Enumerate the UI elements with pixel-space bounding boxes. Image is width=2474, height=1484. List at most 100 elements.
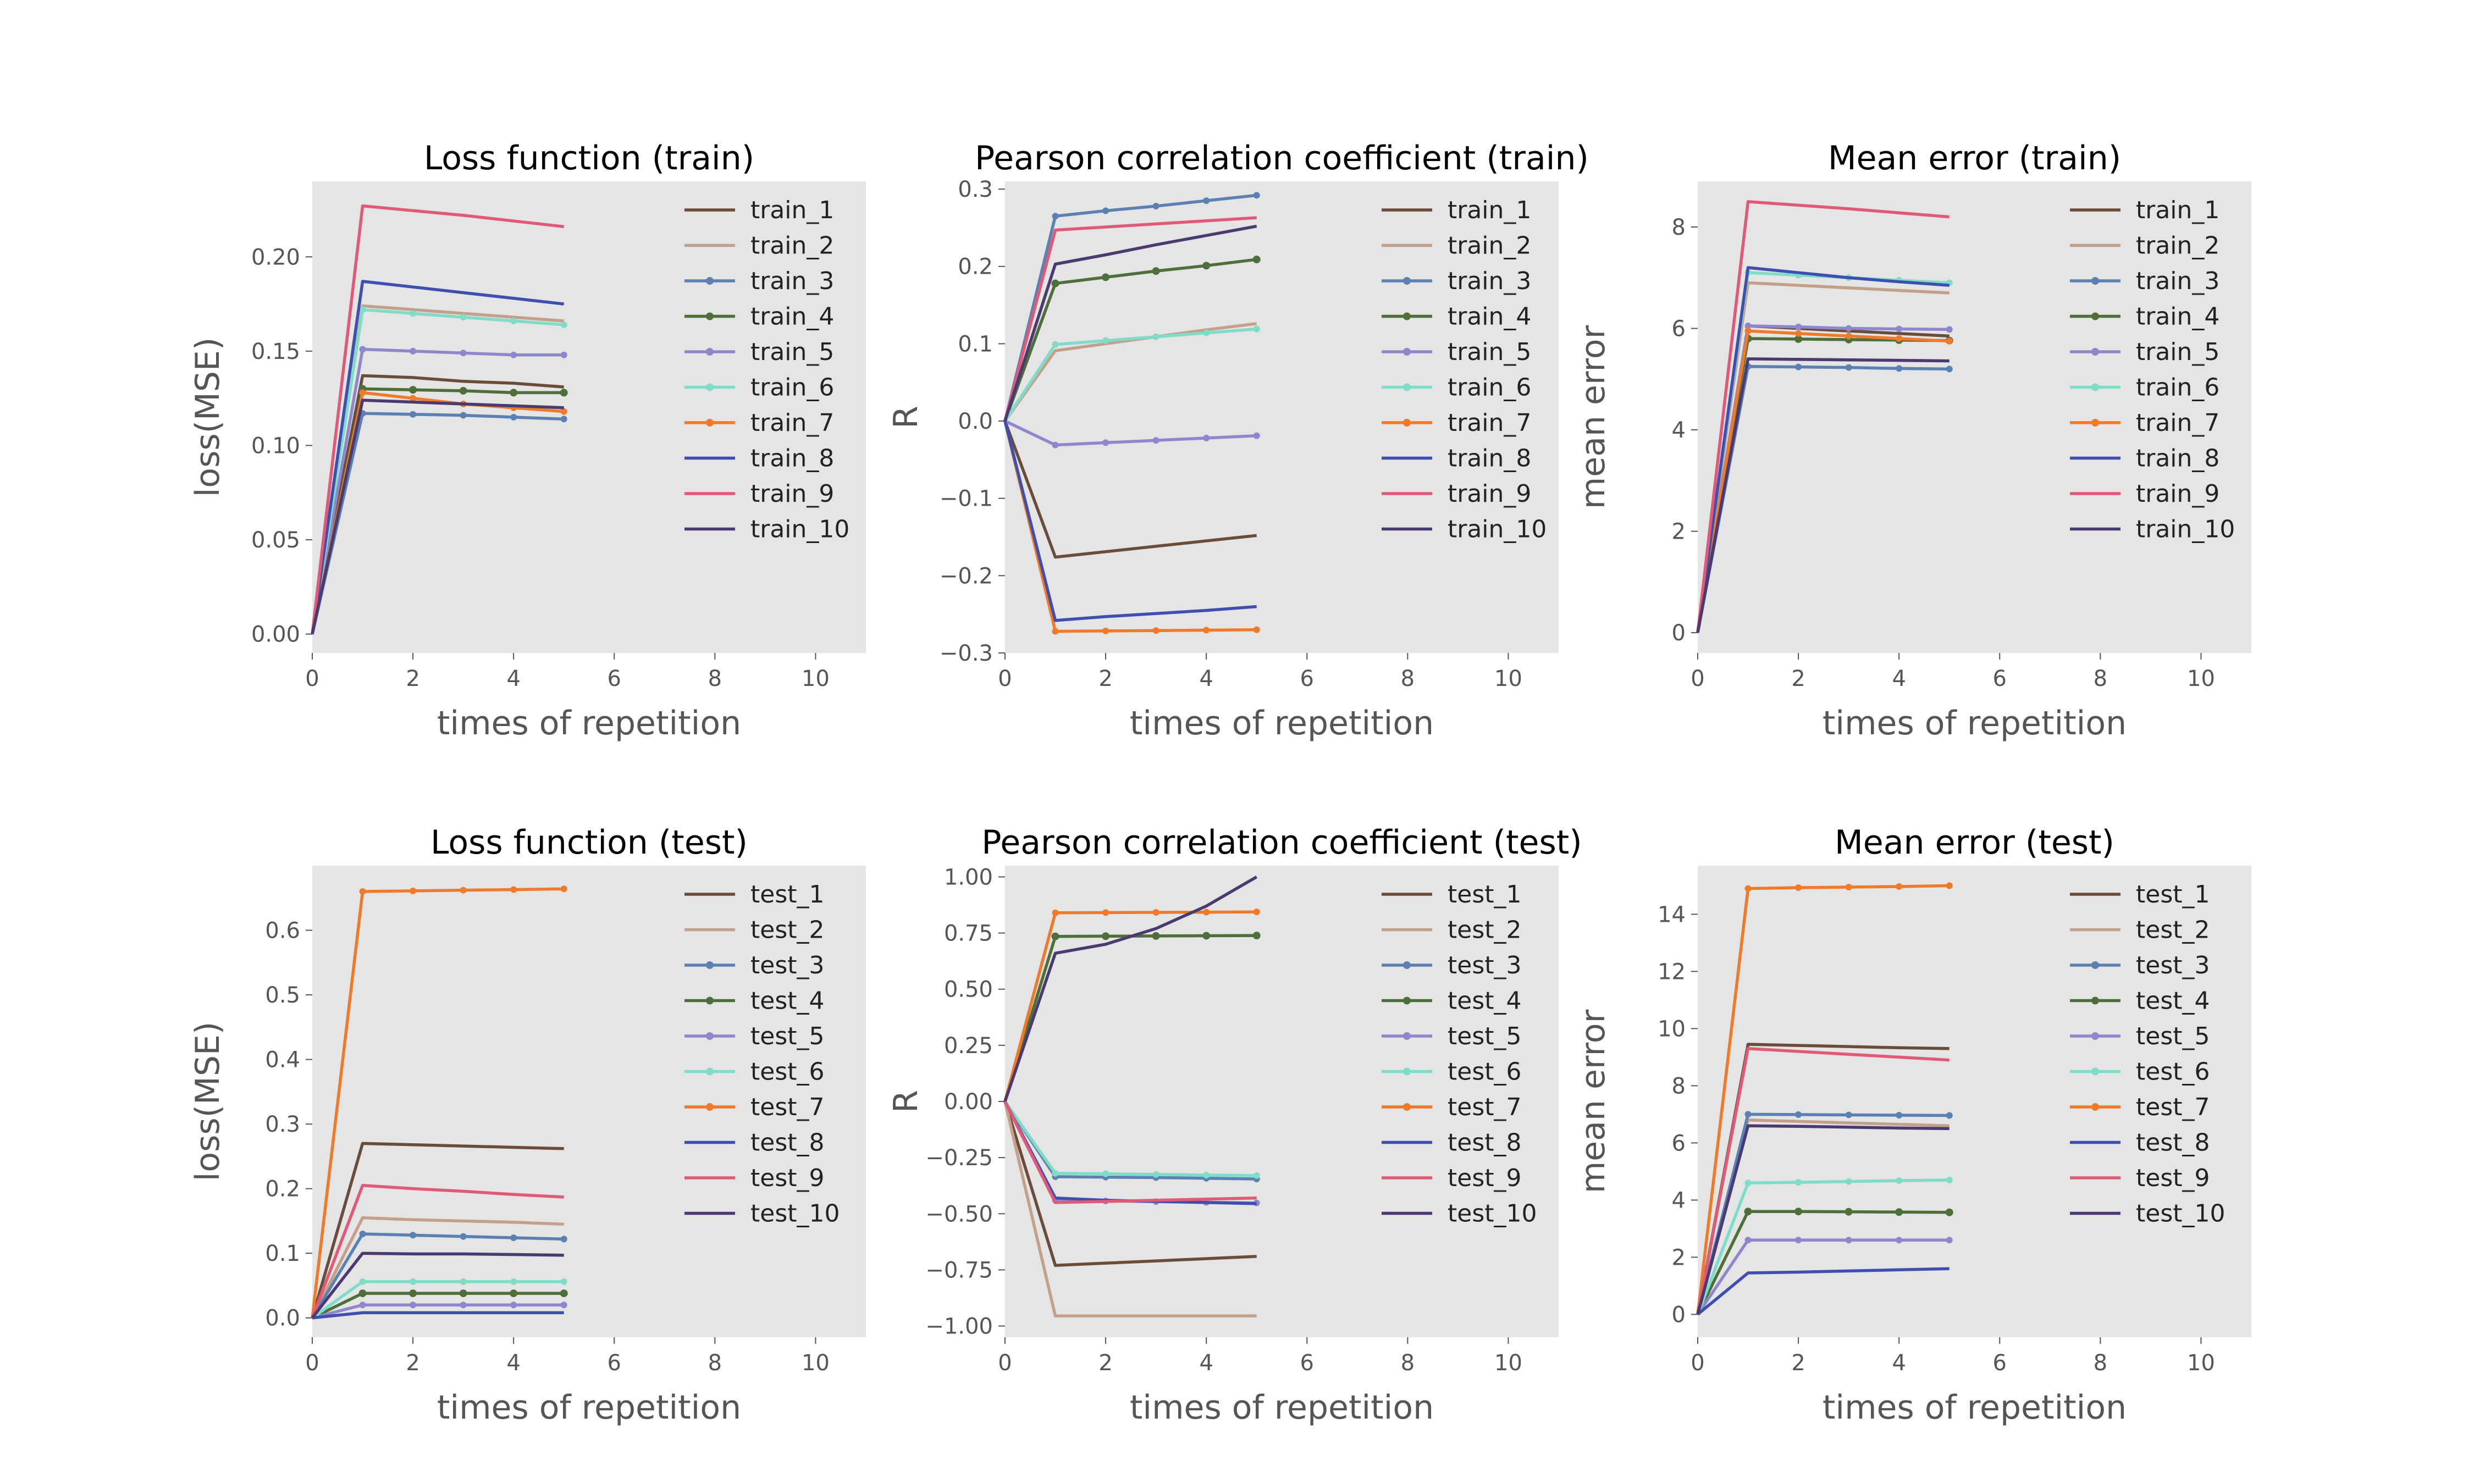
data-point <box>460 1278 467 1285</box>
x-tick-label: 4 <box>1199 1350 1213 1376</box>
x-axis-label: times of repetition <box>1823 704 2127 743</box>
series-line-test_9 <box>1696 1047 1950 1315</box>
legend-marker <box>1403 961 1411 969</box>
legend-marker <box>706 961 714 969</box>
legend-entry: test_1 <box>750 881 825 909</box>
legend-marker <box>2091 1103 2099 1111</box>
legend-entry: train_2 <box>1448 232 1531 260</box>
data-point <box>1152 333 1159 340</box>
data-point <box>510 1278 517 1285</box>
data-point <box>1946 366 1953 373</box>
x-tick-label: 10 <box>1494 1350 1522 1376</box>
y-tick-label: 0.75 <box>944 921 993 946</box>
x-tick-label: 0 <box>998 666 1012 691</box>
y-axis-label: R <box>887 406 925 429</box>
series-line-train_1 <box>1003 420 1257 559</box>
data-point <box>1203 1172 1210 1179</box>
subplot-4: Loss function (test) 0 2 4 6 8 10 0.0 0.1 0.2 0.3 0… <box>189 823 866 1427</box>
data-point <box>510 1302 517 1309</box>
legend-marker <box>1403 348 1411 356</box>
data-point <box>1795 330 1802 337</box>
data-point <box>1896 325 1903 333</box>
data-point <box>1052 341 1059 348</box>
data-point <box>1896 1237 1903 1244</box>
data-point <box>1052 1170 1059 1177</box>
y-tick-label: 8 <box>1672 215 1686 240</box>
legend-entry: train_4 <box>750 303 834 331</box>
x-tick-label: 4 <box>1892 666 1906 691</box>
y-axis-label: loss(MSE) <box>189 1022 227 1181</box>
legend-entry: test_4 <box>750 987 825 1015</box>
data-point <box>1946 337 1953 345</box>
data-point <box>1845 325 1852 332</box>
legend-entry: test_9 <box>2136 1164 2210 1192</box>
data-point <box>410 347 417 355</box>
data-point <box>1795 884 1802 891</box>
series-line-test_4 <box>1696 1210 1950 1315</box>
legend-entry: train_6 <box>2136 374 2219 402</box>
data-point <box>410 411 417 418</box>
legend-entry: test_9 <box>1448 1164 1522 1192</box>
x-tick-label: 8 <box>708 1350 722 1376</box>
legend-entry: train_5 <box>750 338 834 366</box>
y-tick-label: 0.0 <box>265 1306 300 1331</box>
data-point <box>510 1289 518 1298</box>
data-point <box>358 1289 367 1298</box>
x-axis-label: times of repetition <box>1130 1388 1434 1427</box>
legend-marker <box>1403 1103 1411 1111</box>
legend-entry: train_9 <box>2136 480 2219 508</box>
data-point <box>1946 1112 1953 1119</box>
data-point <box>1102 909 1109 916</box>
chart-title: Pearson correlation coefficient (train) <box>975 139 1589 178</box>
legend: train_1 train_2 train_3 train_4 train_5train… <box>684 196 849 544</box>
data-point <box>560 408 567 415</box>
legend-entry: train_7 <box>2136 409 2219 437</box>
chart-title: Mean error (test) <box>1835 823 2114 862</box>
legend-marker <box>706 348 714 356</box>
legend-entry: test_6 <box>750 1058 825 1086</box>
plot-area <box>1698 866 2251 1337</box>
x-tick-label: 2 <box>406 1350 419 1376</box>
data-point <box>560 1302 567 1309</box>
data-point <box>560 1236 567 1243</box>
data-point <box>410 310 417 317</box>
legend-entry: train_5 <box>1448 338 1531 366</box>
series-group <box>1003 192 1261 635</box>
x-tick-label: 10 <box>2187 666 2215 691</box>
data-point <box>409 386 417 394</box>
data-point <box>1253 909 1260 916</box>
legend-marker <box>706 312 714 320</box>
legend-marker <box>2091 419 2099 427</box>
y-tick-label: 0.3 <box>265 1112 300 1137</box>
series-line-test_5 <box>312 1303 564 1320</box>
y-tick-label: 2 <box>1672 519 1686 545</box>
series-line-test_8 <box>312 1311 564 1320</box>
y-tick-label: −0.2 <box>940 563 993 589</box>
y-axis-label: R <box>887 1090 925 1113</box>
y-axis-label: mean error <box>1574 325 1612 509</box>
data-point <box>1253 626 1260 633</box>
subplot-2: Pearson correlation coefficient (train) 0… <box>887 139 1589 743</box>
plot-area <box>1698 181 2251 653</box>
data-point <box>1052 909 1059 916</box>
legend-marker <box>2091 348 2099 356</box>
data-point <box>1946 1177 1953 1183</box>
data-point <box>1102 273 1110 281</box>
legend-entry: test_6 <box>2136 1058 2210 1086</box>
data-point <box>1102 337 1109 344</box>
x-tick-label: 8 <box>2094 666 2107 691</box>
data-point <box>1102 627 1109 634</box>
series-line-train_5 <box>311 347 564 635</box>
data-point <box>459 1289 467 1298</box>
legend-marker <box>706 1067 714 1076</box>
data-point <box>460 314 467 321</box>
data-point <box>1744 885 1752 892</box>
data-point <box>359 346 366 353</box>
legend-entry: train_10 <box>1448 516 1547 544</box>
y-axis-label: loss(MSE) <box>189 337 227 497</box>
data-point <box>560 389 568 397</box>
x-tick-label: 2 <box>1791 666 1805 691</box>
chart-title: Mean error (train) <box>1828 139 2121 178</box>
x-tick-label: 2 <box>406 666 419 691</box>
